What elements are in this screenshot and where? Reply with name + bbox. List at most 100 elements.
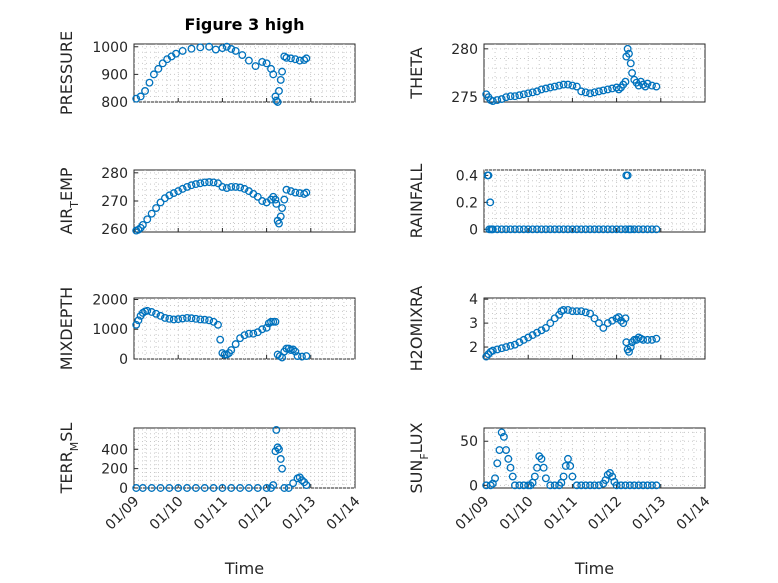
data-point xyxy=(240,331,249,340)
data-point xyxy=(639,80,648,89)
data-point xyxy=(619,319,628,328)
data-point xyxy=(147,308,156,316)
data-point xyxy=(187,314,196,323)
data-point xyxy=(630,481,639,490)
data-point xyxy=(568,472,577,481)
data-point xyxy=(262,323,271,332)
data-point xyxy=(506,92,515,101)
data-point xyxy=(626,59,635,68)
data-point xyxy=(559,80,568,89)
data-point xyxy=(581,88,590,97)
data-point xyxy=(284,484,293,492)
data-point xyxy=(537,326,546,335)
data-point xyxy=(612,481,621,490)
data-point xyxy=(528,88,537,97)
data-point xyxy=(572,225,581,234)
data-point xyxy=(222,42,231,51)
data-point xyxy=(626,343,635,351)
data-point xyxy=(295,56,304,65)
data-point xyxy=(302,54,311,63)
data-point xyxy=(134,225,143,234)
data-point xyxy=(486,198,495,207)
data-point xyxy=(169,315,178,324)
subplot-2: 275 280 THETA xyxy=(407,42,706,106)
data-point xyxy=(528,225,537,234)
data-point xyxy=(639,335,648,344)
data-point xyxy=(191,314,200,323)
x-tick-label: 01/12 xyxy=(585,494,625,534)
data-point xyxy=(236,183,245,192)
data-point xyxy=(276,212,285,221)
y-axis-label: MIXDEPTH xyxy=(57,287,76,370)
data-point xyxy=(515,225,524,234)
data-point xyxy=(581,308,590,317)
data-point xyxy=(594,225,603,234)
data-point xyxy=(510,92,519,101)
y-tick-label: 0.4 xyxy=(456,168,478,184)
subplot-8: 0 50 01/09 01/10 01/11 01/12 01/13 01/14 Time SUN… xyxy=(407,422,714,578)
y-tick-label: 280 xyxy=(101,166,128,182)
data-point xyxy=(227,182,236,191)
data-point xyxy=(291,55,300,64)
data-point xyxy=(539,463,548,472)
y-tick-label: 900 xyxy=(101,67,128,83)
data-point xyxy=(165,191,174,200)
data-point xyxy=(621,225,630,234)
data-point xyxy=(524,225,533,234)
data-point xyxy=(172,49,180,58)
data-point xyxy=(572,82,581,91)
data-point xyxy=(546,83,555,92)
data-point xyxy=(502,93,511,102)
data-point xyxy=(581,225,590,234)
data-point xyxy=(603,470,612,479)
data-point xyxy=(643,481,652,490)
data-point xyxy=(502,343,511,351)
data-point xyxy=(482,352,491,361)
data-point xyxy=(160,313,169,322)
data-point xyxy=(634,481,643,490)
data-point xyxy=(626,225,635,234)
y-axis-label: RAINFALL xyxy=(407,164,426,239)
data-point xyxy=(590,88,599,97)
data-point xyxy=(205,42,214,51)
data-point xyxy=(590,314,599,323)
x-tick-label: 01/11 xyxy=(191,494,231,534)
data-point xyxy=(510,340,519,349)
data-point xyxy=(599,323,608,332)
data-point xyxy=(617,225,625,234)
data-point xyxy=(502,446,511,455)
data-point xyxy=(488,97,497,105)
data-point xyxy=(258,325,267,334)
data-point xyxy=(183,313,191,322)
data-point xyxy=(276,75,285,84)
data-point xyxy=(280,195,289,204)
data-point xyxy=(165,484,174,492)
data-point xyxy=(141,87,149,95)
data-point xyxy=(524,333,533,342)
data-point xyxy=(271,195,280,204)
data-point xyxy=(273,443,282,452)
data-point xyxy=(541,323,550,332)
subplot-6: 2 3 4 H2OMIXRA xyxy=(407,286,706,371)
data-point xyxy=(628,69,637,77)
data-point xyxy=(652,225,661,234)
data-point xyxy=(546,481,555,490)
data-point xyxy=(156,311,165,320)
data-point xyxy=(187,44,196,53)
data-point xyxy=(209,178,218,187)
data-point xyxy=(630,225,639,234)
data-point xyxy=(550,481,559,490)
data-point xyxy=(546,319,555,328)
data-point xyxy=(586,309,595,318)
data-point xyxy=(272,199,281,208)
data-point xyxy=(200,178,209,187)
data-point xyxy=(625,347,633,356)
data-point xyxy=(617,316,625,325)
data-point xyxy=(205,178,214,187)
data-point xyxy=(298,352,306,361)
data-point xyxy=(519,225,528,234)
data-point xyxy=(286,187,295,196)
data-point xyxy=(555,225,564,234)
data-point xyxy=(145,78,154,87)
data-point xyxy=(506,463,515,472)
